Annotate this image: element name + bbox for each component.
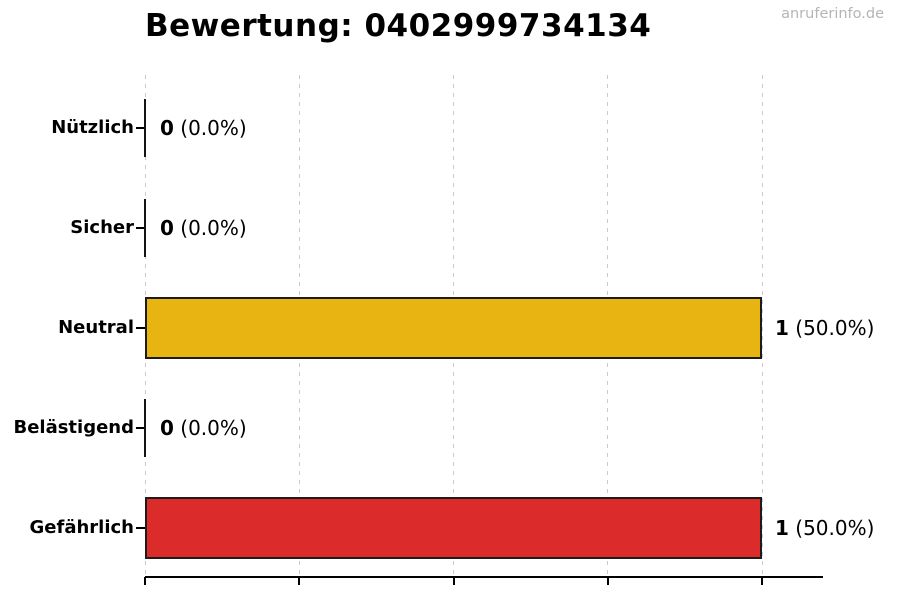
bar-zero-outline (144, 399, 146, 457)
value-label: 1 (50.0%) (775, 314, 874, 342)
x-axis-line (145, 576, 823, 578)
category-label: Gefährlich (29, 517, 134, 538)
value-count: 1 (775, 516, 789, 540)
value-count: 0 (160, 216, 174, 240)
bar-zero-outline (144, 199, 146, 257)
value-count: 0 (160, 116, 174, 140)
y-axis-tick (136, 427, 145, 429)
watermark-anruferinfo: anruferinfo.de (781, 6, 884, 22)
bar-zero-outline (144, 99, 146, 157)
x-axis-tick (144, 577, 146, 585)
x-axis-tick (452, 577, 455, 585)
value-count: 1 (775, 316, 789, 340)
value-percentage: (0.0%) (173, 416, 247, 440)
value-label: 0 (0.0%) (160, 114, 247, 142)
bar (145, 497, 762, 559)
y-axis-tick (136, 227, 145, 229)
value-label: 0 (0.0%) (160, 414, 247, 442)
value-label: 0 (0.0%) (160, 214, 247, 242)
bar (145, 297, 762, 359)
x-axis-tick (606, 577, 609, 585)
gridline (761, 75, 763, 577)
value-percentage: (50.0%) (788, 516, 875, 540)
category-label: Sicher (70, 217, 134, 238)
chart-title: Bewertung: 0402999734134 (145, 8, 652, 44)
value-label: 1 (50.0%) (775, 514, 874, 542)
y-axis-tick (136, 127, 145, 129)
category-label: Neutral (58, 317, 134, 338)
category-label: Belästigend (13, 417, 134, 438)
y-axis-tick (136, 527, 145, 529)
x-axis-tick (761, 577, 763, 585)
y-axis-tick (136, 327, 145, 329)
category-label: Nützlich (51, 117, 134, 138)
value-percentage: (0.0%) (173, 216, 247, 240)
value-percentage: (0.0%) (173, 116, 247, 140)
value-percentage: (50.0%) (788, 316, 875, 340)
value-count: 0 (160, 416, 174, 440)
x-axis-tick (298, 577, 301, 585)
